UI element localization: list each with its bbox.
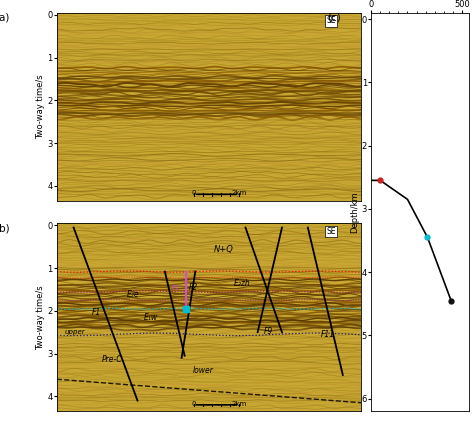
Text: Pre-C: Pre-C <box>101 355 122 364</box>
Text: 0: 0 <box>191 190 196 196</box>
Text: F2: F2 <box>189 282 199 292</box>
Y-axis label: Depth/km: Depth/km <box>350 191 359 233</box>
Text: SE: SE <box>326 17 336 25</box>
Text: N+Q: N+Q <box>214 245 234 254</box>
Y-axis label: Two-way time/s: Two-way time/s <box>36 285 45 350</box>
Y-axis label: Two-way time/s: Two-way time/s <box>36 74 45 139</box>
Text: E₂e: E₂e <box>127 290 139 299</box>
Text: lower: lower <box>192 366 213 375</box>
Text: F9: F9 <box>264 327 273 336</box>
Text: 0: 0 <box>191 401 196 407</box>
Text: E₁w: E₁w <box>144 313 158 322</box>
Text: F11: F11 <box>320 329 335 338</box>
Text: SE: SE <box>326 227 336 236</box>
Text: upper: upper <box>64 329 85 335</box>
Text: (a): (a) <box>0 13 10 23</box>
Text: E₂zh: E₂zh <box>233 279 250 288</box>
Text: P2: P2 <box>172 285 180 291</box>
Text: (b): (b) <box>0 223 10 233</box>
Text: 2km: 2km <box>232 190 247 196</box>
Text: (c): (c) <box>327 13 341 23</box>
Text: F1: F1 <box>92 308 101 317</box>
Text: 2km: 2km <box>232 401 247 407</box>
